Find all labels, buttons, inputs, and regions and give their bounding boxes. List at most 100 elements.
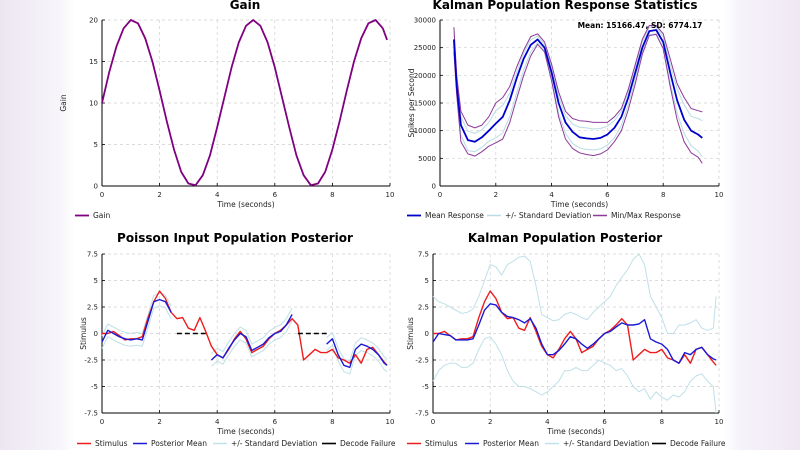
- legend-item: +/- Standard Deviation: [213, 439, 318, 448]
- x-tick-label: 2: [488, 418, 492, 426]
- legend-label: +/- Standard Deviation: [231, 439, 318, 448]
- stats-annotation: Mean: 15166.47, SD: 6774.17: [578, 21, 703, 30]
- x-tick-label: 2: [157, 191, 161, 199]
- x-tick-label: 10: [386, 191, 395, 199]
- y-tick-label: -2.5: [84, 357, 98, 365]
- y-tick-label: 5: [94, 277, 98, 285]
- y-tick-label: 0: [432, 183, 436, 191]
- x-tick-label: 6: [273, 191, 278, 199]
- y-tick-label: 10000: [414, 127, 436, 135]
- x-tick-label: 2: [494, 191, 498, 199]
- x-tick-label: 8: [330, 191, 334, 199]
- x-tick-label: 4: [215, 418, 220, 426]
- y-tick-label: 2.5: [87, 304, 98, 312]
- legend-item: Posterior Mean: [465, 439, 539, 448]
- y-tick-label: -2.5: [415, 357, 429, 365]
- y-tick-label: 20: [89, 17, 98, 25]
- chart-title: Gain: [230, 0, 261, 12]
- x-tick-label: 6: [273, 418, 278, 426]
- legend-item: Min/Max Response: [593, 211, 681, 220]
- x-tick-label: 0: [438, 191, 442, 199]
- series-upper-line: [101, 292, 388, 362]
- series-lower-line: [453, 33, 703, 164]
- legend-label: Decode Failure: [670, 439, 726, 448]
- legend-label: Gain: [93, 211, 110, 220]
- legend-item: Decode Failure: [322, 439, 396, 448]
- series-line: [433, 290, 717, 366]
- x-axis-label: Time (seconds): [550, 200, 608, 209]
- x-tick-label: 8: [330, 418, 334, 426]
- y-tick-label: 15000: [414, 100, 436, 108]
- x-tick-label: 4: [215, 191, 220, 199]
- x-tick-label: 6: [605, 191, 610, 199]
- y-tick-label: 7.5: [87, 251, 98, 259]
- y-tick-label: 10: [89, 100, 98, 108]
- x-axis-label: Time (seconds): [216, 427, 274, 436]
- series-line: [102, 290, 388, 366]
- y-tick-label: -5: [91, 383, 98, 391]
- y-tick-label: 25000: [414, 44, 436, 52]
- legend-label: +/- Standard Deviation: [563, 439, 650, 448]
- y-tick-label: -7.5: [84, 410, 98, 418]
- legend-item: +/- Standard Deviation: [487, 211, 592, 220]
- x-axis-label: Time (seconds): [546, 427, 604, 436]
- series-line: [101, 19, 388, 187]
- legend-label: +/- Standard Deviation: [505, 211, 592, 220]
- x-tick-label: 0: [431, 418, 435, 426]
- legend-label: Mean Response: [425, 211, 484, 220]
- y-tick-label: 7.5: [418, 251, 429, 259]
- legend-item: Posterior Mean: [133, 439, 207, 448]
- series-stimulus: [102, 290, 388, 366]
- x-tick-label: 10: [715, 418, 724, 426]
- legend-item: Stimulus: [407, 439, 458, 448]
- y-tick-label: 5: [425, 277, 429, 285]
- y-axis-label: Stimulus: [406, 317, 415, 350]
- x-tick-label: 0: [100, 418, 104, 426]
- x-tick-label: 4: [545, 418, 550, 426]
- y-tick-label: -5: [422, 383, 429, 391]
- chart-title: Kalman Population Response Statistics: [433, 0, 698, 12]
- chart-panel-3: 0 2 4 6 8 10 -7.5 -5 -2.5 0 2.5 5 7.5 Kalman Populati…: [406, 231, 726, 448]
- y-tick-label: 5: [94, 141, 98, 149]
- x-axis-label: Time (seconds): [216, 200, 274, 209]
- x-tick-label: 10: [715, 191, 724, 199]
- y-tick-label: 5000: [418, 155, 436, 163]
- series-line: [453, 29, 703, 143]
- y-tick-label: -7.5: [415, 410, 429, 418]
- series-stimulus: [433, 290, 717, 366]
- series-line: [432, 303, 717, 364]
- legend-item: Mean Response: [407, 211, 484, 220]
- y-tick-label: 20000: [414, 72, 436, 80]
- series-min-max-response: [453, 25, 703, 164]
- x-tick-label: 6: [602, 418, 607, 426]
- x-tick-label: 2: [157, 418, 161, 426]
- legend-label: Posterior Mean: [151, 439, 207, 448]
- y-axis-label: Spikes per Second: [407, 68, 416, 137]
- series-posterior-mean: [432, 303, 717, 364]
- y-axis-label: Stimulus: [79, 317, 88, 350]
- series-lower-line: [432, 336, 717, 414]
- legend-item: Gain: [75, 211, 110, 220]
- chart-panel-1: 0 2 4 6 8 10 0 5000 10000 15000 20000 25000 30000 Kal…: [407, 0, 723, 220]
- x-tick-label: 4: [549, 191, 554, 199]
- legend-item: Stimulus: [77, 439, 128, 448]
- legend-label: Stimulus: [425, 439, 458, 448]
- x-tick-label: 8: [660, 418, 664, 426]
- chart-panel-0: 0 2 4 6 8 10 0 5 10 15 20 Gain Time (seconds) Gain Gai…: [59, 0, 394, 220]
- y-tick-label: 30000: [414, 17, 436, 25]
- series-lower-line: [101, 305, 388, 375]
- series--standard-deviation: [432, 253, 717, 414]
- series-gain: [101, 19, 388, 187]
- series-upper-line: [453, 25, 703, 129]
- series-posterior-mean: [101, 298, 388, 369]
- series-upper-line: [453, 26, 703, 134]
- chart-title: Kalman Population Posterior: [468, 231, 662, 245]
- series-mean-response: [453, 29, 703, 143]
- series-line: [101, 298, 388, 369]
- series-upper-line: [432, 253, 717, 334]
- x-tick-label: 0: [100, 191, 104, 199]
- legend-item: Decode Failure: [652, 439, 726, 448]
- y-axis-label: Gain: [59, 94, 68, 111]
- legend-label: Posterior Mean: [483, 439, 539, 448]
- y-tick-label: 2.5: [418, 304, 429, 312]
